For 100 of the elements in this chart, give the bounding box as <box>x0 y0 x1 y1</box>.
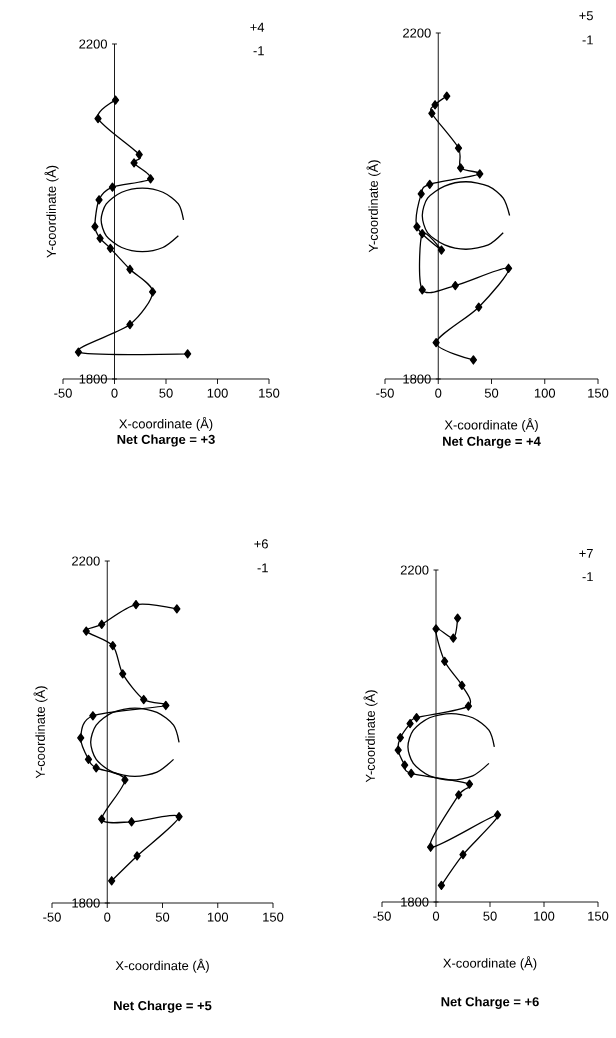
text: +6 <box>254 539 268 549</box>
x-axis-title: X-coordinate (Å) <box>443 956 537 971</box>
point <box>449 633 457 643</box>
point <box>92 763 100 773</box>
point <box>126 319 134 330</box>
point <box>121 775 129 785</box>
x-tick-label: 100 <box>534 388 556 398</box>
point <box>126 264 134 274</box>
x-tick-label: 150 <box>588 911 609 921</box>
y-tick-label: 1800 <box>403 374 431 384</box>
point <box>77 733 85 743</box>
y-axis-title: Y-coordinate (Å) <box>363 690 378 783</box>
point <box>173 604 181 614</box>
x-axis-title: X-coordinate (Å) <box>444 418 538 433</box>
point <box>183 349 192 359</box>
text: Net Charge = +5 <box>114 1000 212 1013</box>
point <box>108 876 116 886</box>
point <box>162 700 170 711</box>
point <box>459 850 467 860</box>
point <box>127 817 136 827</box>
y-tick-label: 1800 <box>401 897 429 907</box>
point <box>437 880 446 891</box>
point <box>464 701 473 711</box>
point <box>175 812 183 822</box>
point <box>443 91 451 101</box>
point <box>135 149 143 160</box>
x-tick-label: -50 <box>43 912 61 922</box>
text: +7 <box>579 548 593 558</box>
point <box>426 842 435 852</box>
point <box>140 694 148 705</box>
point <box>437 245 446 255</box>
y-tick-label: 1800 <box>79 374 107 384</box>
point <box>394 745 402 755</box>
point <box>458 680 466 691</box>
point <box>455 790 463 800</box>
point <box>504 263 513 273</box>
point <box>133 851 141 861</box>
y-tick-label: 2200 <box>400 565 429 575</box>
annotation: -1 <box>582 572 593 582</box>
point <box>91 221 99 232</box>
point <box>475 302 483 312</box>
y-axis-title: Y-coordinate (Å) <box>33 686 48 779</box>
text: Net Charge = +4 <box>443 436 541 449</box>
point <box>451 280 459 291</box>
point <box>431 100 439 110</box>
x-tick-label: 100 <box>207 388 228 398</box>
y-tick-label: 2200 <box>72 556 100 566</box>
x-tick-label: 150 <box>263 912 284 922</box>
point <box>469 355 478 365</box>
point <box>412 713 421 723</box>
point <box>454 143 463 153</box>
x-tick-label: -50 <box>373 911 391 921</box>
point <box>476 169 484 179</box>
point <box>148 287 157 297</box>
point <box>95 195 103 205</box>
point <box>456 163 465 173</box>
point <box>428 108 436 119</box>
point <box>98 814 106 824</box>
point <box>82 626 90 636</box>
point <box>396 733 405 743</box>
point <box>119 669 127 679</box>
x-tick-label: 50 <box>159 388 173 398</box>
point <box>413 222 421 232</box>
point <box>432 338 440 348</box>
x-tick-label: 50 <box>155 912 170 922</box>
point <box>465 779 474 789</box>
x-tick-label: 0 <box>435 388 442 398</box>
x-tick-label: 0 <box>104 912 111 922</box>
point <box>108 182 117 192</box>
x-tick-label: 150 <box>259 388 280 398</box>
y-tick-label: 2200 <box>403 28 431 38</box>
x-axis-title: X-coordinate (Å) <box>119 417 213 431</box>
point <box>111 95 120 105</box>
point <box>132 599 140 610</box>
x-tick-label: 50 <box>483 911 497 921</box>
x-tick-label: 100 <box>207 912 229 922</box>
y-axis-title: Y-coordinate (Å) <box>44 165 59 258</box>
text: +5 <box>579 11 593 21</box>
x-tick-label: -50 <box>376 388 394 398</box>
point <box>432 624 440 634</box>
point <box>493 810 502 820</box>
point <box>84 754 93 764</box>
point <box>89 711 97 721</box>
point <box>407 768 415 778</box>
text: Net Charge = +6 <box>441 996 539 1009</box>
x-axis-title: X-coordinate (Å) <box>115 958 209 973</box>
y-tick-label: 2200 <box>79 39 107 49</box>
x-tick-label: 100 <box>534 911 555 921</box>
annotation: -1 <box>582 35 593 45</box>
point <box>453 613 462 623</box>
point <box>406 718 414 729</box>
point <box>106 243 115 253</box>
point <box>146 174 155 184</box>
text: Net Charge = +3 <box>117 434 215 447</box>
point <box>98 619 106 629</box>
point <box>418 229 426 239</box>
x-tick-label: 0 <box>432 911 440 921</box>
point <box>130 158 138 168</box>
y-tick-label: 1800 <box>72 898 100 908</box>
annotation: -1 <box>257 563 268 573</box>
